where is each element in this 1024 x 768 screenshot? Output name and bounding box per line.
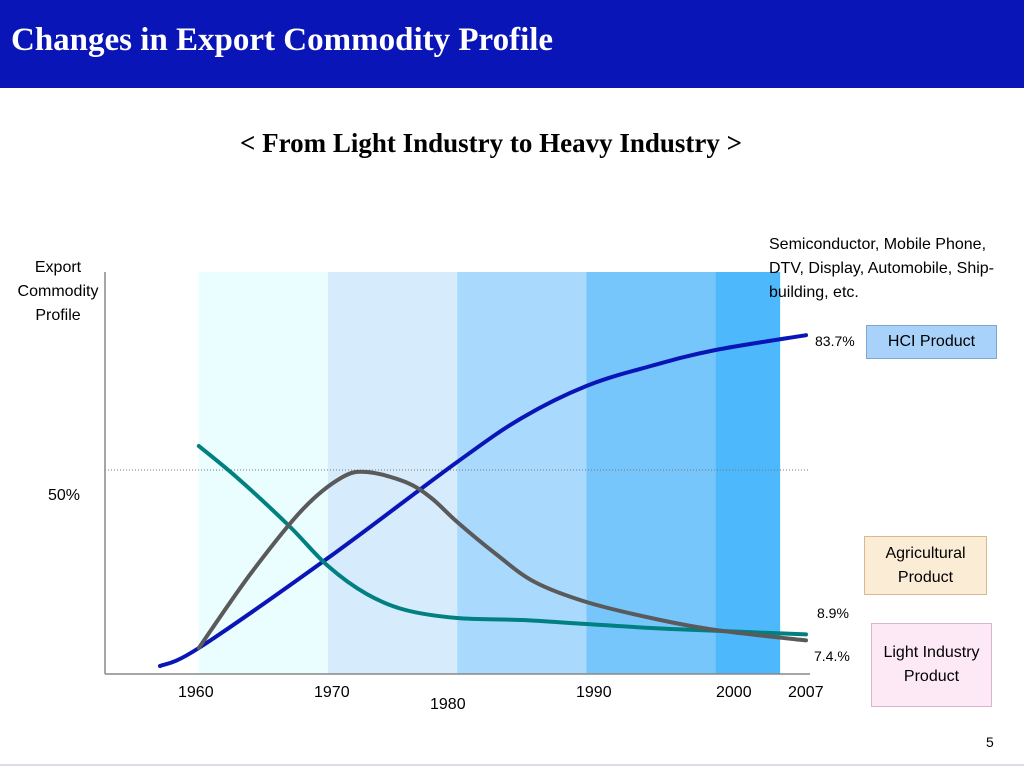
- hci-value-label: 83.7%: [815, 333, 855, 349]
- y-tick-50: 50%: [48, 487, 81, 504]
- agricultural-product-line: [196, 444, 808, 637]
- period-band-2000: [715, 272, 781, 674]
- footer-divider: [0, 764, 1024, 766]
- x-tick-1980: 1980: [430, 696, 466, 713]
- x-tick-1960: 1960: [178, 684, 214, 701]
- x-tick-1970: 1970: [314, 684, 350, 701]
- page-number: 5: [986, 734, 994, 750]
- period-band-1960: [198, 272, 328, 674]
- light-industry-value-label: 7.4.%: [814, 648, 850, 664]
- page-title: Changes in Export Commodity Profile: [11, 22, 554, 58]
- hci-product-line: [158, 333, 808, 668]
- light-industry-product-line: [196, 469, 808, 650]
- x-tick-2000: 2000: [716, 684, 752, 701]
- legend-agricultural-product: Agricultural Product: [864, 536, 987, 595]
- legend-hci-product: HCI Product: [866, 325, 997, 359]
- title-bar: Changes in Export Commodity Profile: [0, 0, 1024, 88]
- period-band-1990: [586, 272, 716, 674]
- x-tick-2007: 2007: [788, 684, 824, 701]
- y-axis-label: Export Commodity Profile: [17, 259, 99, 324]
- hci-products-annotation: Semiconductor, Mobile Phone, DTV, Displa…: [769, 236, 994, 301]
- x-tick-1990: 1990: [576, 684, 612, 701]
- chart-subtitle: < From Light Industry to Heavy Industry …: [239, 128, 743, 158]
- agricultural-value-label: 8.9%: [817, 605, 849, 621]
- legend-light-industry-product: Light Industry Product: [871, 623, 992, 707]
- period-band-1980: [457, 272, 587, 674]
